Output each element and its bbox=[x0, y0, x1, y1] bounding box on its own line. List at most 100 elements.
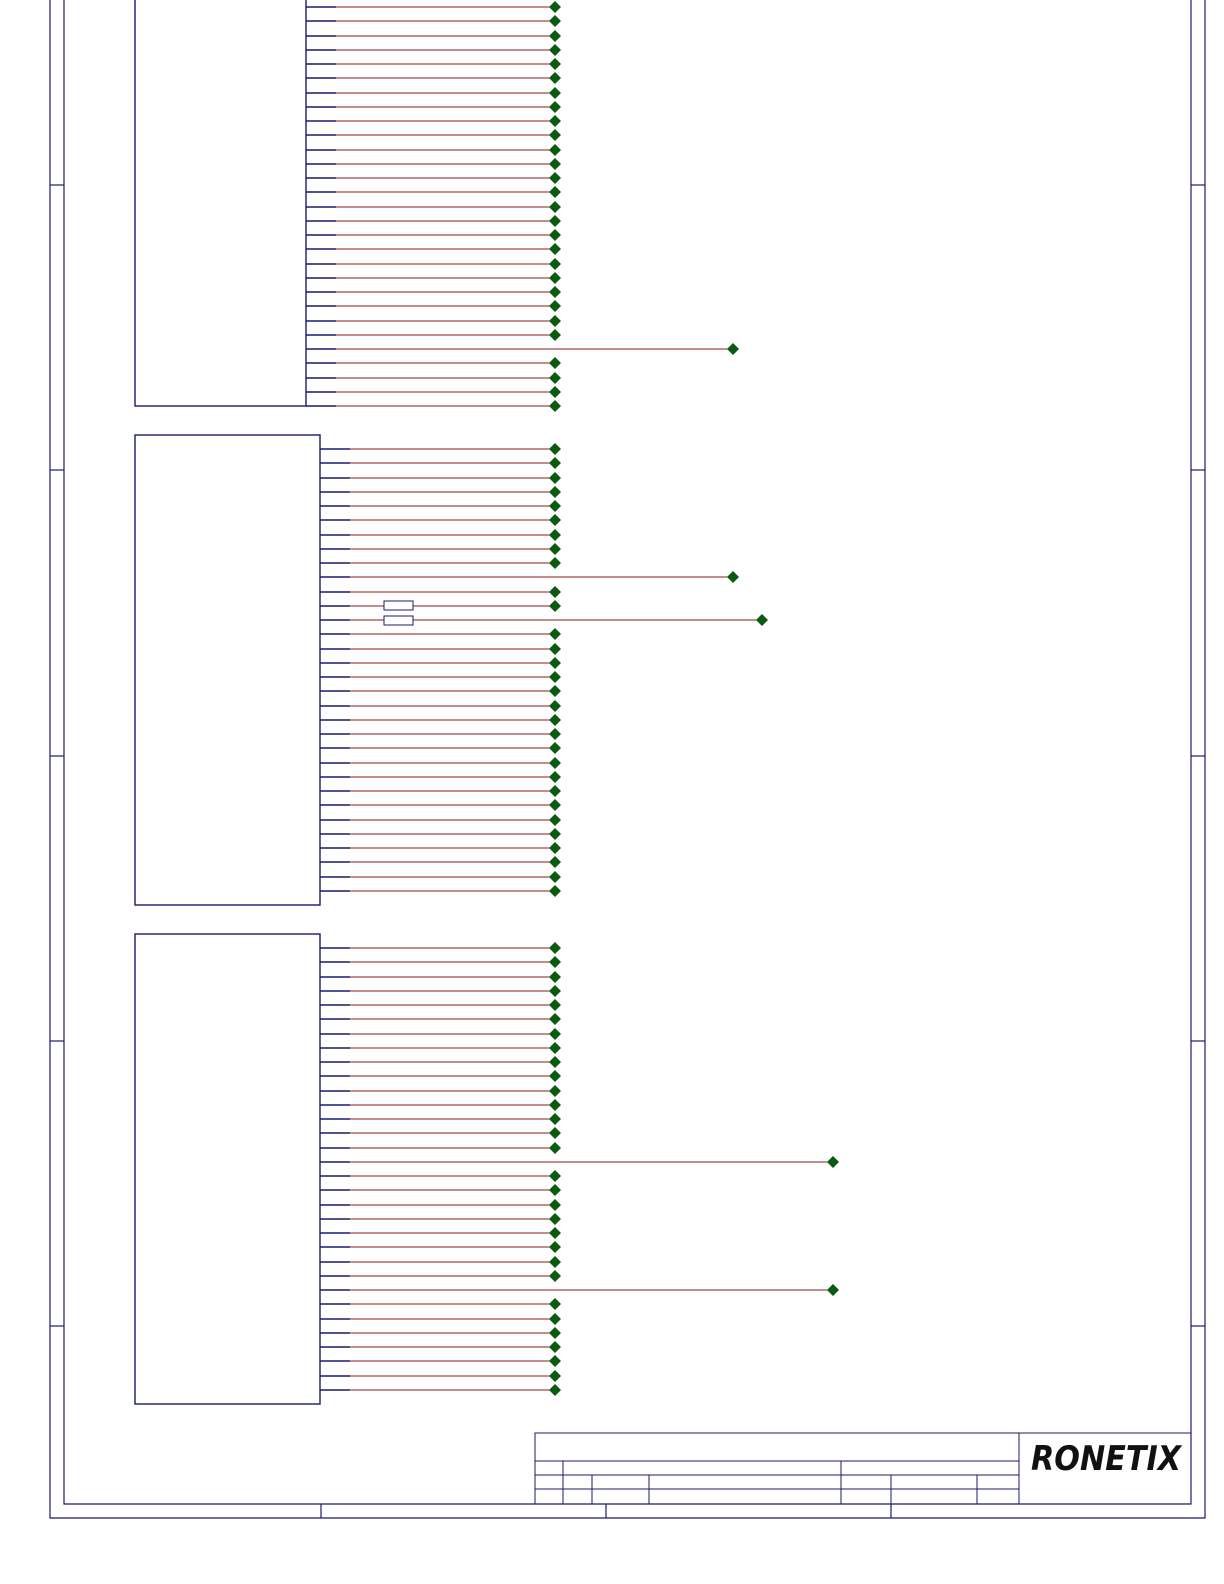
net-terminal-pad bbox=[549, 300, 561, 312]
net-terminal-pad bbox=[549, 1028, 561, 1040]
net-terminal-pad bbox=[549, 1142, 561, 1154]
ic-block-1-nets bbox=[306, 1, 739, 412]
resistor-r1 bbox=[383, 600, 414, 611]
net-terminal-pad bbox=[549, 272, 561, 284]
net-2-25 bbox=[320, 785, 561, 797]
net-1-22 bbox=[306, 300, 561, 312]
net-terminal-pad bbox=[549, 529, 561, 541]
net-terminal-pad bbox=[549, 1127, 561, 1139]
net-terminal-pad bbox=[549, 600, 561, 612]
net-3-7 bbox=[320, 1028, 561, 1040]
net-2-24 bbox=[320, 771, 561, 783]
net-terminal-pad bbox=[549, 1199, 561, 1211]
net-terminal-pad bbox=[549, 543, 561, 555]
net-terminal-pad bbox=[549, 1270, 561, 1282]
net-terminal-pad bbox=[549, 1213, 561, 1225]
net-terminal-pad bbox=[549, 700, 561, 712]
net-3-8 bbox=[320, 1042, 561, 1054]
net-terminal-pad bbox=[827, 1156, 839, 1168]
net-2-32 bbox=[320, 885, 561, 897]
net-terminal-pad bbox=[549, 243, 561, 255]
net-1-12 bbox=[306, 158, 561, 170]
net-terminal-pad bbox=[549, 1341, 561, 1353]
net-terminal-pad bbox=[549, 685, 561, 697]
net-terminal-pad bbox=[549, 129, 561, 141]
net-terminal-pad bbox=[549, 72, 561, 84]
net-terminal-pad bbox=[549, 999, 561, 1011]
net-3-27 bbox=[320, 1313, 561, 1325]
net-terminal-pad bbox=[549, 329, 561, 341]
net-2-18 bbox=[320, 685, 561, 697]
net-1-11 bbox=[306, 144, 561, 156]
net-1-1 bbox=[306, 1, 561, 13]
net-terminal-pad bbox=[549, 87, 561, 99]
net-terminal-pad bbox=[549, 643, 561, 655]
net-terminal-pad bbox=[549, 500, 561, 512]
net-1-8 bbox=[306, 101, 561, 113]
net-1-3 bbox=[306, 30, 561, 42]
net-2-2 bbox=[320, 457, 561, 469]
net-terminal-pad bbox=[727, 343, 739, 355]
net-1-15 bbox=[306, 201, 561, 213]
net-1-24 bbox=[306, 329, 561, 341]
net-3-19 bbox=[320, 1199, 561, 1211]
net-3-5 bbox=[320, 999, 561, 1011]
net-1-27 bbox=[306, 372, 561, 384]
net-terminal-pad bbox=[549, 1256, 561, 1268]
net-2-21 bbox=[320, 728, 561, 740]
net-3-1 bbox=[320, 942, 561, 954]
ronetix-logo: RONETIX bbox=[1031, 1439, 1183, 1479]
net-3-28 bbox=[320, 1327, 561, 1339]
net-3-11 bbox=[320, 1085, 561, 1097]
net-terminal-pad bbox=[549, 757, 561, 769]
net-3-31 bbox=[320, 1370, 561, 1382]
net-terminal-pad bbox=[549, 286, 561, 298]
net-terminal-pad bbox=[549, 1184, 561, 1196]
net-terminal-pad bbox=[549, 885, 561, 897]
net-terminal-pad bbox=[549, 486, 561, 498]
net-2-10 bbox=[320, 571, 739, 583]
net-2-29 bbox=[320, 842, 561, 854]
net-terminal-pad bbox=[549, 1042, 561, 1054]
net-1-26 bbox=[306, 357, 561, 369]
net-terminal-pad bbox=[549, 1085, 561, 1097]
net-1-18 bbox=[306, 243, 561, 255]
net-terminal-pad bbox=[549, 671, 561, 683]
net-terminal-pad bbox=[549, 514, 561, 526]
net-1-16 bbox=[306, 215, 561, 227]
net-3-18 bbox=[320, 1184, 561, 1196]
net-3-2 bbox=[320, 956, 561, 968]
net-terminal-pad bbox=[727, 571, 739, 583]
net-terminal-pad bbox=[549, 158, 561, 170]
net-2-6 bbox=[320, 514, 561, 526]
net-terminal-pad bbox=[549, 386, 561, 398]
net-3-30 bbox=[320, 1355, 561, 1367]
net-terminal-pad bbox=[549, 657, 561, 669]
net-1-28 bbox=[306, 386, 561, 398]
net-2-20 bbox=[320, 714, 561, 726]
net-1-13 bbox=[306, 172, 561, 184]
net-3-15 bbox=[320, 1142, 561, 1154]
net-3-3 bbox=[320, 971, 561, 983]
net-3-17 bbox=[320, 1170, 561, 1182]
net-terminal-pad bbox=[549, 1384, 561, 1396]
net-terminal-pad bbox=[549, 1099, 561, 1111]
net-terminal-pad bbox=[549, 44, 561, 56]
net-terminal-pad bbox=[549, 1298, 561, 1310]
net-terminal-pad bbox=[549, 400, 561, 412]
net-terminal-pad bbox=[549, 871, 561, 883]
net-3-21 bbox=[320, 1227, 561, 1239]
net-terminal-pad bbox=[549, 842, 561, 854]
net-3-12 bbox=[320, 1099, 561, 1111]
net-terminal-pad bbox=[549, 799, 561, 811]
net-terminal-pad bbox=[549, 1227, 561, 1239]
net-1-7 bbox=[306, 87, 561, 99]
net-3-14 bbox=[320, 1127, 561, 1139]
resistor-r2 bbox=[383, 615, 414, 626]
net-3-10 bbox=[320, 1070, 561, 1082]
net-terminal-pad bbox=[549, 586, 561, 598]
net-2-8 bbox=[320, 543, 561, 555]
net-2-27 bbox=[320, 814, 561, 826]
net-2-31 bbox=[320, 871, 561, 883]
net-1-17 bbox=[306, 229, 561, 241]
